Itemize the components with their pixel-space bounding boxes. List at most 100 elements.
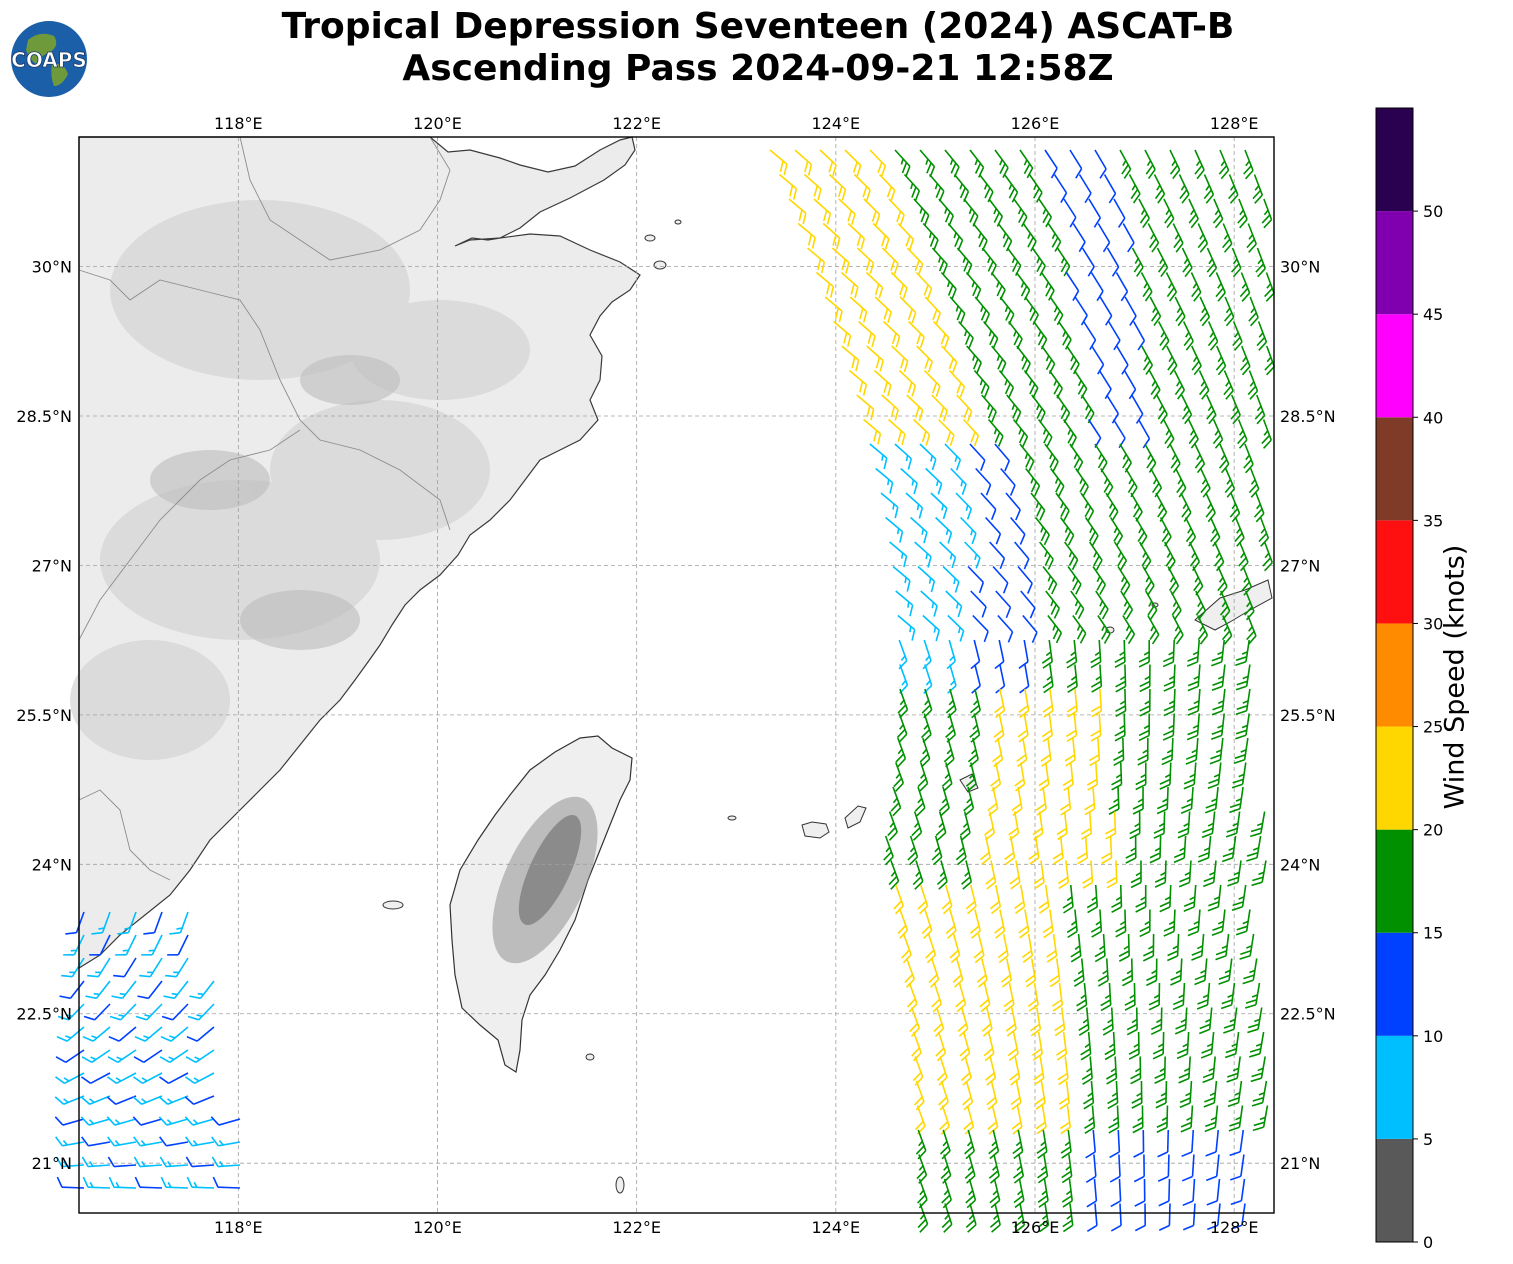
wind-barb	[997, 614, 1014, 643]
wind-barb	[80, 1116, 111, 1126]
wind-barb	[853, 173, 871, 201]
wind-barb	[917, 565, 936, 593]
wind-barb	[974, 296, 991, 325]
wind-barb	[1238, 541, 1249, 572]
wind-barb	[1057, 1056, 1069, 1086]
wind-barb	[1197, 615, 1209, 645]
wind-barb	[1044, 443, 1059, 472]
wind-barb	[1035, 786, 1047, 816]
wind-barb	[897, 614, 916, 641]
wind-barb	[1053, 174, 1068, 203]
lat-tick-label: 25.5°N	[1280, 706, 1336, 725]
wind-barb	[1074, 296, 1088, 326]
wind-barb	[1082, 321, 1097, 351]
wind-barb	[1032, 811, 1044, 841]
wind-barb	[985, 860, 997, 890]
wind-barb	[1166, 345, 1178, 376]
wind-barb	[1118, 933, 1130, 962]
lat-tick-label: 25.5°N	[16, 706, 72, 725]
wind-barb	[1072, 615, 1087, 644]
colorbar-title: Wind Speed (knots)	[1439, 544, 1471, 810]
wind-barb	[1179, 1080, 1193, 1109]
wind-barb	[1244, 590, 1255, 621]
map-plot-area	[54, 136, 1276, 1233]
wind-barb	[1135, 762, 1147, 791]
wind-barb	[915, 271, 933, 300]
wind-barb	[1264, 272, 1275, 302]
wind-barb	[1159, 762, 1172, 790]
wind-barb	[89, 934, 111, 956]
wind-barb	[1138, 541, 1152, 571]
wind-barb	[1209, 737, 1224, 765]
wind-barb	[964, 541, 981, 569]
wind-barb	[1122, 223, 1135, 253]
wind-barb	[1000, 958, 1012, 988]
wind-barb	[931, 394, 948, 422]
wind-barb	[1200, 1031, 1215, 1059]
wind-barb	[1019, 149, 1034, 179]
wind-barb	[59, 980, 85, 1000]
wind-barb	[1102, 1007, 1114, 1036]
wind-barb	[1114, 639, 1126, 668]
wind-barb	[1011, 1105, 1023, 1135]
wind-barb	[995, 590, 1012, 619]
wind-barb	[1003, 982, 1015, 1013]
wind-barb	[1207, 321, 1219, 351]
wind-barb	[1218, 958, 1233, 985]
lat-tick-label: 30°N	[1280, 258, 1320, 277]
wind-barb	[865, 271, 884, 299]
wind-barb	[1039, 541, 1054, 570]
wind-barb	[1155, 1080, 1168, 1109]
wind-barb	[1147, 223, 1160, 253]
wind-barb	[838, 198, 856, 225]
wind-barb	[1246, 835, 1262, 862]
wind-barb	[1131, 394, 1144, 424]
wind-barb	[1132, 1105, 1144, 1134]
wind-barb	[1124, 982, 1136, 1011]
wind-barb	[883, 835, 894, 866]
wind-barb	[1018, 639, 1029, 669]
wind-barb	[1132, 786, 1144, 815]
wind-barb	[1247, 1007, 1263, 1034]
wind-barb	[1170, 958, 1183, 986]
wind-barb	[1041, 639, 1053, 669]
wind-barb	[1217, 566, 1228, 596]
wind-barb	[813, 198, 832, 225]
wind-barb	[961, 860, 973, 890]
wind-barb	[1129, 811, 1141, 840]
wind-barb	[1178, 174, 1190, 204]
wind-barb	[942, 565, 960, 593]
wind-barb	[1163, 688, 1176, 717]
wind-barb	[1153, 174, 1166, 204]
wind-barb	[883, 320, 901, 348]
taiwan-mountains	[492, 796, 598, 964]
wind-barb	[139, 957, 163, 978]
wind-barb	[1086, 884, 1099, 914]
wind-barb	[872, 222, 890, 250]
wind-barb	[161, 1003, 189, 1021]
wind-barb	[955, 492, 973, 520]
lat-tick-label: 24°N	[32, 855, 72, 874]
wind-barb	[1084, 517, 1099, 546]
wind-barb	[1235, 664, 1251, 691]
wind-barb	[1113, 737, 1125, 766]
wind-barb	[1056, 247, 1071, 277]
wind-barb	[923, 369, 941, 397]
wind-barb	[1120, 590, 1134, 620]
wind-barb	[889, 541, 908, 568]
wind-barb	[115, 934, 137, 956]
wind-barb	[82, 1026, 111, 1042]
wind-barb	[1104, 1031, 1116, 1061]
wind-barb	[1141, 345, 1154, 375]
wind-barb	[187, 1003, 215, 1021]
wind-barb	[989, 884, 1002, 915]
wind-barb	[1113, 198, 1126, 228]
wind-barb	[925, 467, 943, 495]
colorbar-bin	[1376, 1138, 1413, 1242]
wind-barb	[930, 492, 948, 520]
wind-barb	[1037, 1154, 1049, 1184]
wind-barb	[1204, 1105, 1219, 1133]
wind-barb	[1042, 664, 1054, 694]
wind-barb	[919, 737, 931, 768]
wind-barb	[1009, 1056, 1021, 1086]
